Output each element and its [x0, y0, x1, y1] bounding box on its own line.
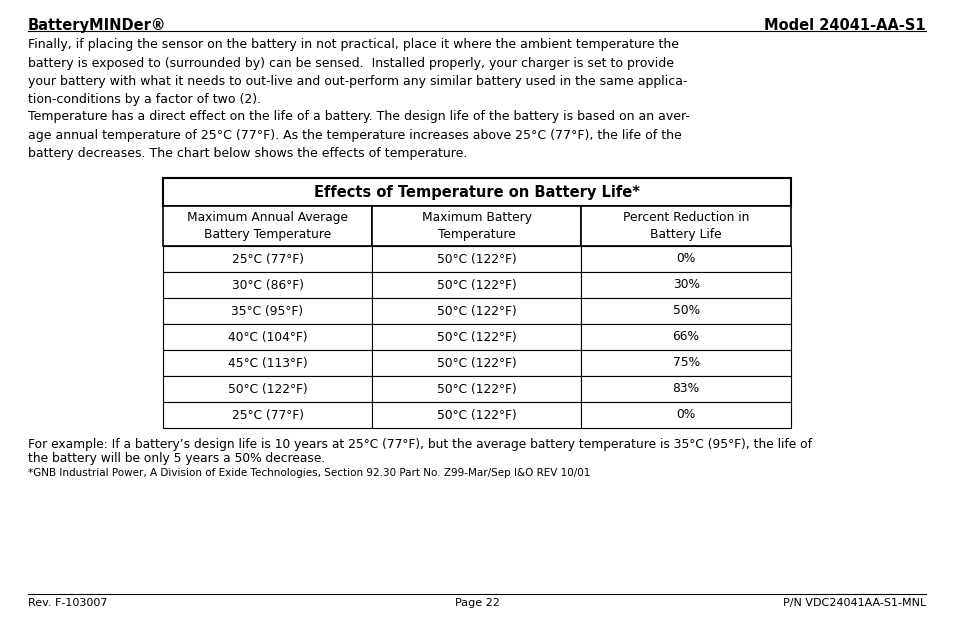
Bar	[163, 402, 372, 428]
Text: Temperature has a direct effect on the life of a battery. The design life of the: Temperature has a direct effect on the l…	[28, 110, 689, 160]
Bar	[163, 178, 790, 206]
Text: 50°C (122°F): 50°C (122°F)	[436, 357, 516, 370]
Bar	[163, 246, 372, 272]
Text: 50°C (122°F): 50°C (122°F)	[436, 253, 516, 266]
Bar	[163, 376, 372, 402]
Text: Rev. F-103007: Rev. F-103007	[28, 598, 108, 608]
Text: 35°C (95°F): 35°C (95°F)	[232, 305, 303, 318]
Bar	[163, 324, 372, 350]
Bar	[163, 350, 372, 376]
Text: 83%: 83%	[672, 383, 699, 396]
Text: 50°C (122°F): 50°C (122°F)	[436, 331, 516, 344]
Text: 40°C (104°F): 40°C (104°F)	[228, 331, 307, 344]
Text: For example: If a battery’s design life is 10 years at 25°C (77°F), but the aver: For example: If a battery’s design life …	[28, 438, 811, 451]
Text: Finally, if placing the sensor on the battery in not practical, place it where t: Finally, if placing the sensor on the ba…	[28, 38, 687, 106]
Text: 25°C (77°F): 25°C (77°F)	[232, 408, 303, 421]
Bar	[372, 402, 580, 428]
Bar	[580, 376, 790, 402]
Text: Model 24041-AA-S1: Model 24041-AA-S1	[763, 18, 925, 33]
Text: BatteryMINDer®: BatteryMINDer®	[28, 18, 167, 33]
Bar	[372, 298, 580, 324]
Text: Effects of Temperature on Battery Life*: Effects of Temperature on Battery Life*	[314, 185, 639, 200]
Text: Percent Reduction in
Battery Life: Percent Reduction in Battery Life	[622, 211, 748, 241]
Text: 50°C (122°F): 50°C (122°F)	[436, 279, 516, 292]
Text: 25°C (77°F): 25°C (77°F)	[232, 253, 303, 266]
Bar	[580, 324, 790, 350]
Text: the battery will be only 5 years a 50% decrease.: the battery will be only 5 years a 50% d…	[28, 452, 325, 465]
Bar	[163, 298, 372, 324]
Bar	[372, 324, 580, 350]
Bar	[163, 272, 372, 298]
Text: *GNB Industrial Power, A Division of Exide Technologies, Section 92.30 Part No. : *GNB Industrial Power, A Division of Exi…	[28, 468, 590, 478]
Bar	[163, 206, 372, 246]
Text: Page 22: Page 22	[454, 598, 499, 608]
Text: 45°C (113°F): 45°C (113°F)	[228, 357, 307, 370]
Text: 66%: 66%	[672, 331, 699, 344]
Bar	[580, 350, 790, 376]
Bar	[580, 206, 790, 246]
Text: 50°C (122°F): 50°C (122°F)	[436, 305, 516, 318]
Text: 30°C (86°F): 30°C (86°F)	[232, 279, 303, 292]
Text: 30%: 30%	[672, 279, 699, 292]
Text: 75%: 75%	[672, 357, 699, 370]
Text: 0%: 0%	[676, 408, 695, 421]
Bar	[372, 350, 580, 376]
Bar	[372, 206, 580, 246]
Bar	[580, 246, 790, 272]
Text: 50°C (122°F): 50°C (122°F)	[436, 383, 516, 396]
Text: 50°C (122°F): 50°C (122°F)	[228, 383, 307, 396]
Text: 0%: 0%	[676, 253, 695, 266]
Text: Maximum Annual Average
Battery Temperature: Maximum Annual Average Battery Temperatu…	[187, 211, 348, 241]
Bar	[580, 272, 790, 298]
Text: Maximum Battery
Temperature: Maximum Battery Temperature	[421, 211, 531, 241]
Text: P/N VDC24041AA-S1-MNL: P/N VDC24041AA-S1-MNL	[781, 598, 925, 608]
Bar	[372, 272, 580, 298]
Bar	[580, 298, 790, 324]
Bar	[372, 376, 580, 402]
Text: 50%: 50%	[672, 305, 699, 318]
Bar	[372, 246, 580, 272]
Bar	[580, 402, 790, 428]
Text: 50°C (122°F): 50°C (122°F)	[436, 408, 516, 421]
